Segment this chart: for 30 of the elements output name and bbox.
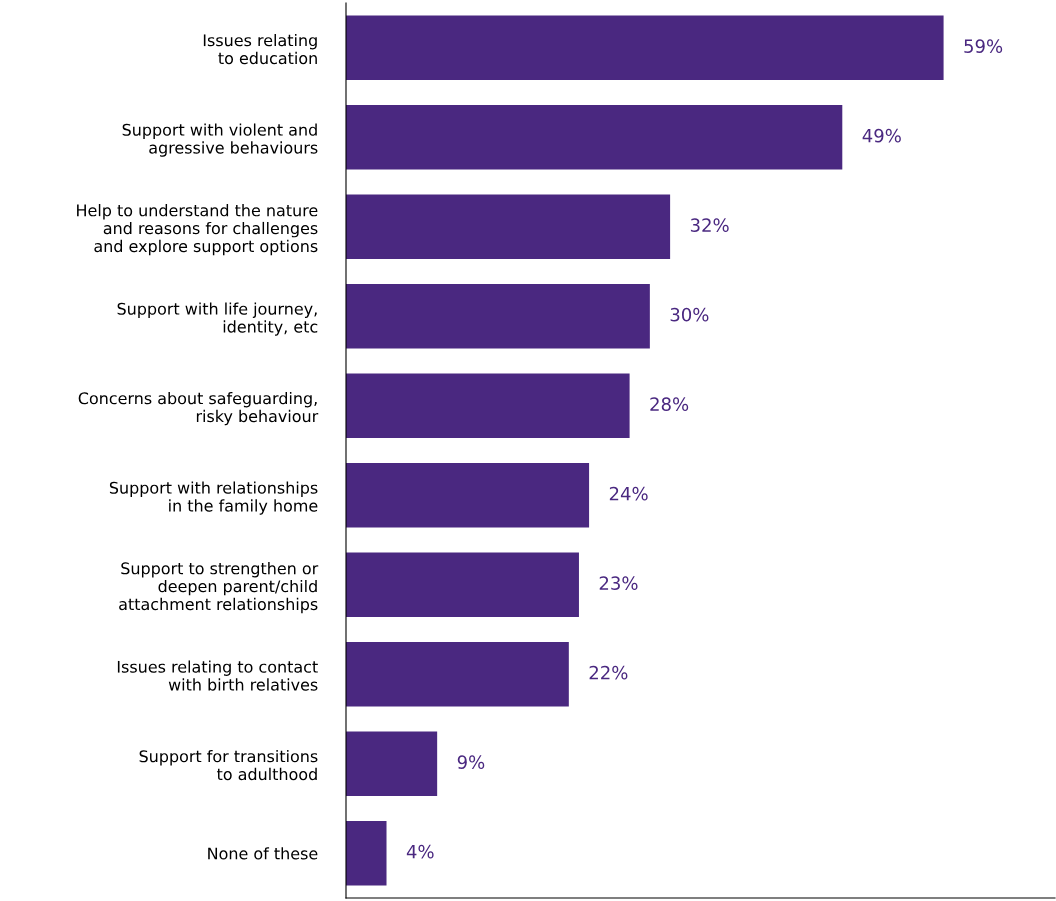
bar xyxy=(346,642,569,707)
bar xyxy=(346,463,590,528)
data-label: 59% xyxy=(964,39,1003,53)
bar xyxy=(346,552,579,617)
bar xyxy=(346,194,671,259)
data-label: 9% xyxy=(457,755,485,769)
data-label: 23% xyxy=(599,576,638,590)
bar xyxy=(346,373,630,438)
bar xyxy=(346,821,387,886)
bar xyxy=(346,105,843,170)
y-tick-label: Issues relating to education xyxy=(203,33,317,65)
data-label: 24% xyxy=(609,486,648,501)
y-tick-label: Support to strengthen or deepen parent/child attachment relationships xyxy=(119,562,319,614)
data-label: 4% xyxy=(406,844,434,859)
y-tick-label: Help to understand the nature and reasons for challenges and explore support options xyxy=(77,204,318,256)
y-tick-label: Support for transitions to adulthood xyxy=(139,749,318,781)
y-tick-label: Issues relating to contact with birth relatives xyxy=(117,660,318,691)
data-label: 30% xyxy=(670,307,709,322)
bar xyxy=(346,731,438,796)
data-label: 49% xyxy=(862,128,901,143)
y-tick-label: None of these xyxy=(208,847,318,860)
bar xyxy=(346,15,944,80)
y-tick-label: Concerns about safeguarding, risky behaviour xyxy=(78,391,319,426)
y-tick-label: Support with relationships in the family home xyxy=(109,481,318,515)
y-tick-label: Support with violent and agressive behaviours xyxy=(122,123,318,157)
data-label: 28% xyxy=(650,397,689,411)
data-label: 32% xyxy=(690,218,729,232)
data-label: 22% xyxy=(589,665,628,680)
y-tick-label: Support with life journey, identity, etc xyxy=(117,302,318,336)
bar xyxy=(346,284,650,349)
